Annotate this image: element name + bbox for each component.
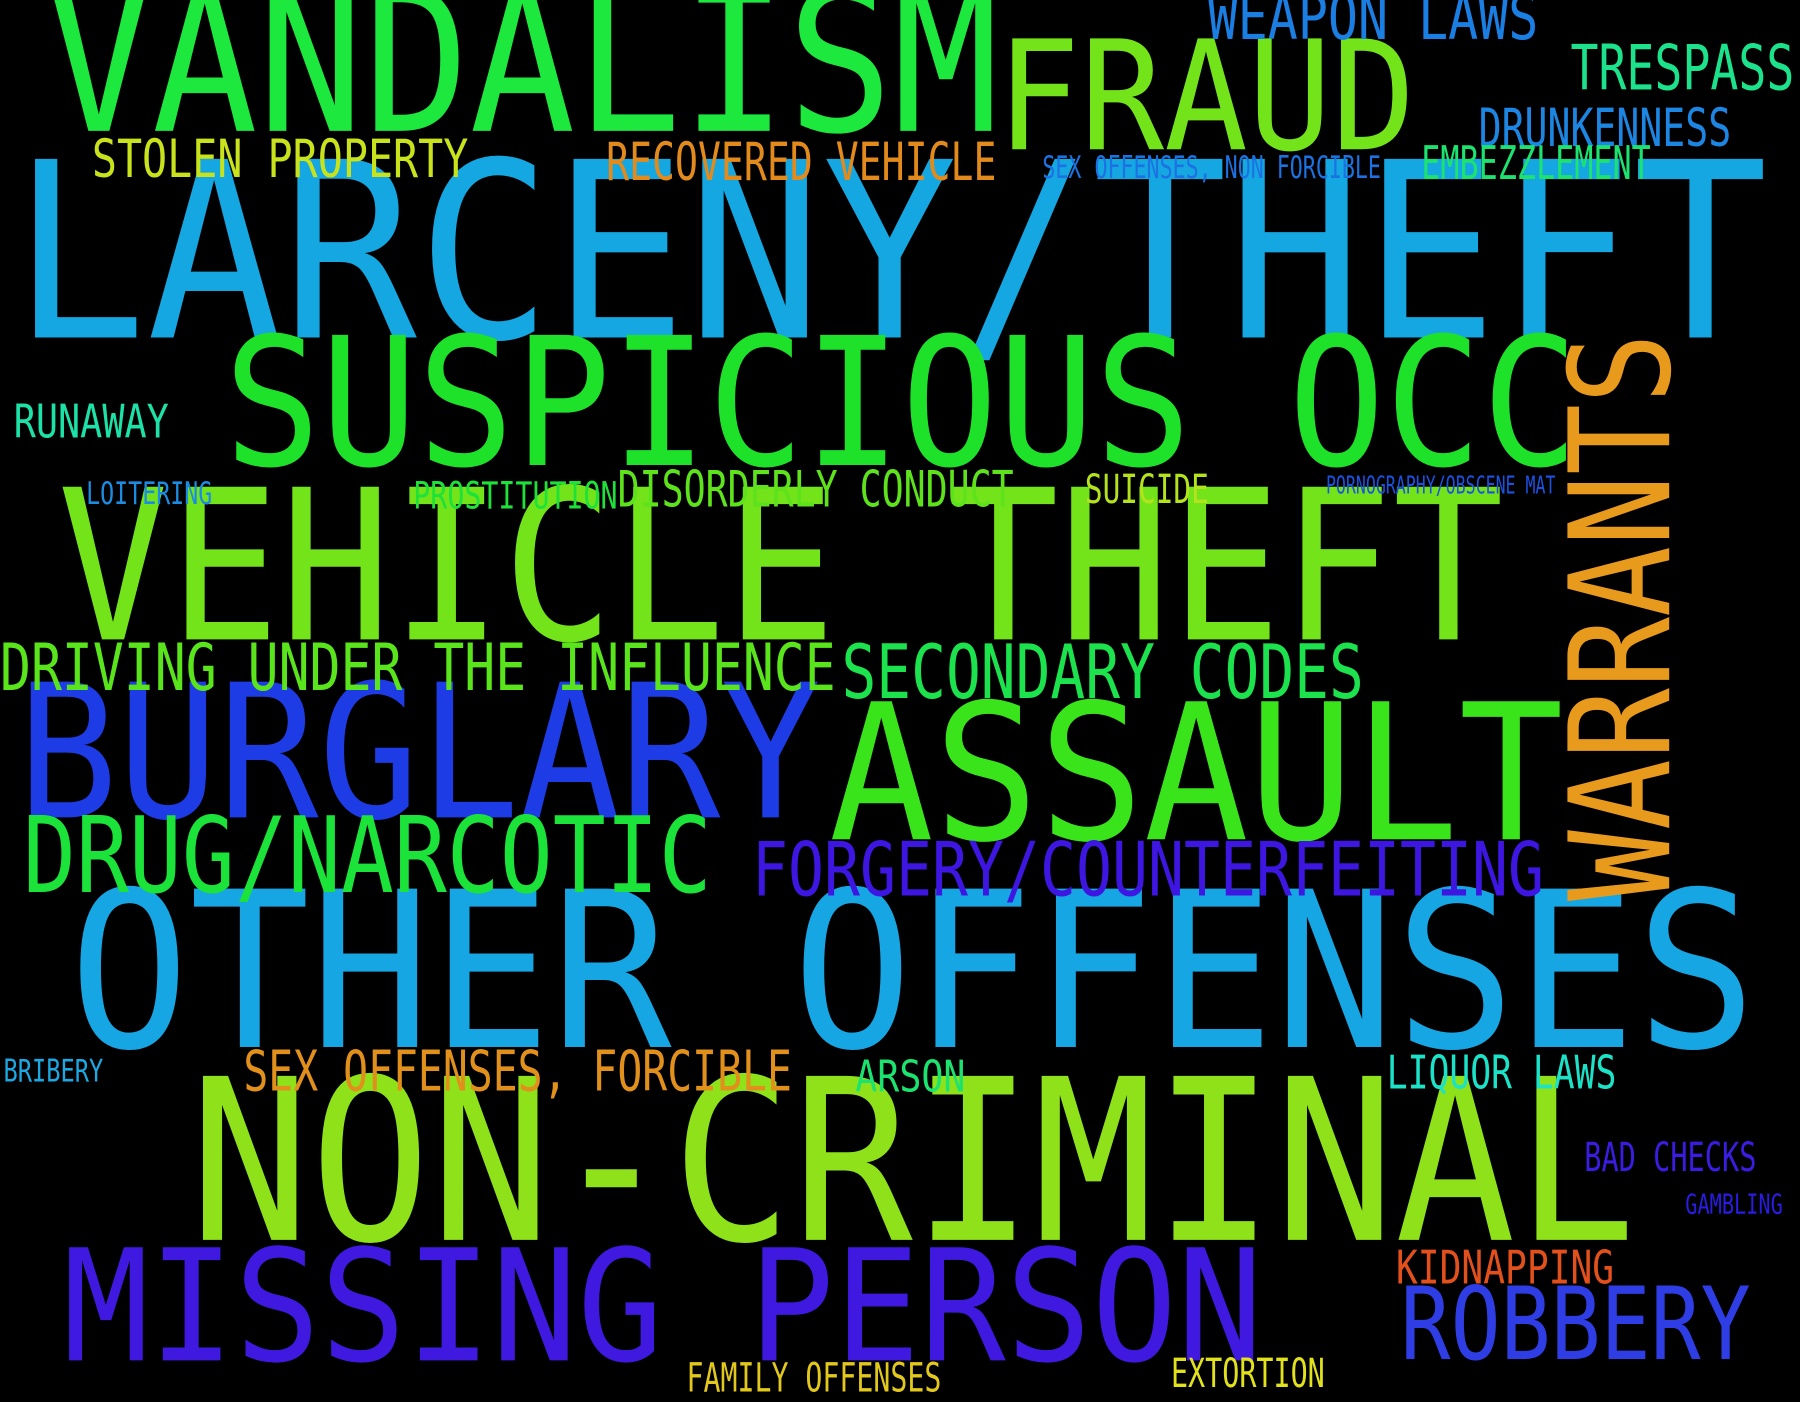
word-pornography-obscene-mat: PORNOGRAPHY/OBSCENE MAT — [1325, 471, 1556, 501]
word-trespass: TRESPASS — [1570, 32, 1795, 105]
word-warrants: WARRANTS — [1539, 332, 1703, 902]
word-secondary-codes: SECONDARY CODES — [841, 630, 1364, 717]
word-vehicle-theft: VEHICLE THEFT — [57, 445, 1504, 690]
word-loitering: LOITERING — [86, 475, 213, 512]
word-gambling: GAMBLING — [1685, 1187, 1783, 1221]
word-sex-offenses-forcible: SEX OFFENSES, FORCIBLE — [243, 1040, 792, 1105]
word-weapon-laws: WEAPON LAWS — [1207, 0, 1539, 55]
word-forgery-counterfeiting: FORGERY/COUNTERFEITING — [751, 827, 1545, 914]
word-runaway: RUNAWAY — [13, 393, 169, 449]
word-vandalism: VANDALISM — [45, 0, 999, 179]
word-burglary: BURGLARY — [17, 644, 821, 862]
word-non-criminal: NON-CRIMINAL — [189, 1031, 1636, 1294]
word-suspicious-occ: SUSPICIOUS OCC — [223, 299, 1579, 508]
word-bad-checks: BAD CHECKS — [1584, 1134, 1757, 1182]
word-drug-narcotic: DRUG/NARCOTIC — [22, 793, 712, 917]
word-stolen-property: STOLEN PROPERTY — [91, 127, 469, 190]
word-larceny-theft: LARCENY/THEFT — [11, 111, 1768, 397]
word-recovered-vehicle: RECOVERED VEHICLE — [606, 130, 997, 193]
word-robbery: ROBBERY — [1400, 1265, 1751, 1384]
word-sex-offenses-non-forcible: SEX OFFENSES, NON FORCIBLE — [1042, 149, 1381, 186]
word-fraud: FRAUD — [996, 8, 1416, 186]
word-missing-person: MISSING PERSON — [63, 1216, 1263, 1398]
word-embezzlement: EMBEZZLEMENT — [1421, 135, 1651, 191]
word-liquor-laws: LIQUOR LAWS — [1386, 1044, 1617, 1100]
word-other-offenses: OTHER OFFENSES — [68, 845, 1757, 1099]
word-prostitution: PROSTITUTION — [413, 473, 618, 518]
word-family-offenses: FAMILY OFFENSES — [686, 1354, 942, 1402]
word-extortion: EXTORTION — [1170, 1350, 1325, 1398]
word-assault: ASSAULT — [828, 663, 1564, 884]
word-suicide: SUICIDE — [1084, 466, 1209, 514]
word-disorderly-conduct: DISORDERLY CONDUCT — [617, 461, 1014, 520]
word-kidnapping: KIDNAPPING — [1395, 1239, 1615, 1295]
word-bribery: BRIBERY — [3, 1053, 104, 1089]
word-drunkenness: DRUNKENNESS — [1478, 96, 1732, 159]
word-driving-under-the-influence: DRIVING UNDER THE INFLUENCE — [0, 629, 836, 706]
word-arson: ARSON — [855, 1052, 966, 1103]
